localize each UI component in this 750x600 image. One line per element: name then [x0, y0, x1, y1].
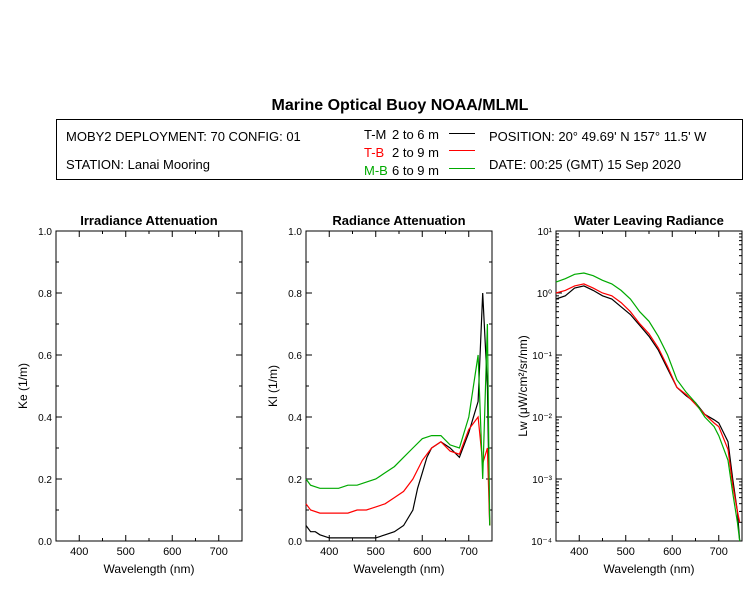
y-axis-label: Kl (1/m)	[266, 365, 280, 407]
deployment-text: MOBY2 DEPLOYMENT: 70 CONFIG: 01	[66, 129, 301, 144]
y-tick-label: 10¹	[538, 227, 553, 238]
legend-range-tb: 2 to 9 m	[392, 145, 439, 160]
series-line-t-b	[305, 415, 491, 526]
x-tick-label: 400	[320, 546, 338, 558]
chart-title: Radiance Attenuation	[332, 213, 465, 228]
legend-range-mb: 6 to 9 m	[392, 163, 439, 178]
y-tick-label: 0.4	[38, 413, 52, 424]
series-line-t-b	[555, 283, 741, 523]
position-text: POSITION: 20° 49.69' N 157° 11.5' W	[489, 129, 707, 144]
plot-frame	[555, 230, 743, 542]
x-tick-label: 700	[460, 546, 478, 558]
y-tick-label: 0.2	[288, 475, 302, 486]
x-tick-label: 500	[367, 546, 385, 558]
y-tick-label: 0.2	[38, 475, 52, 486]
y-tick-label: 10⁻³	[532, 475, 552, 486]
x-axis-label: Wavelength (nm)	[104, 562, 195, 576]
y-tick-label: 0.0	[38, 537, 52, 548]
y-tick-label: 0.4	[288, 413, 302, 424]
y-tick-label: 0.8	[38, 289, 52, 300]
series-line-m-b	[305, 323, 491, 526]
legend-line-mb	[449, 168, 475, 169]
series-line-t-m	[305, 292, 491, 539]
y-tick-label: 10⁻⁴	[531, 537, 552, 548]
y-axis-label: Lw (μW/cm²/sr/nm)	[516, 335, 530, 437]
info-box: MOBY2 DEPLOYMENT: 70 CONFIG: 01 STATION:…	[56, 119, 743, 180]
x-tick-label: 700	[710, 546, 728, 558]
y-tick-label: 1.0	[288, 227, 302, 238]
x-tick-label: 600	[413, 546, 431, 558]
y-tick-label: 1.0	[38, 227, 52, 238]
legend-range-tm: 2 to 6 m	[392, 127, 439, 142]
chart-title: Irradiance Attenuation	[80, 213, 218, 228]
y-tick-label: 10⁻¹	[532, 351, 552, 362]
y-tick-label: 0.0	[288, 537, 302, 548]
series-line-m-b	[555, 272, 741, 542]
x-axis-label: Wavelength (nm)	[604, 562, 695, 576]
y-axis-label: Ke (1/m)	[16, 363, 30, 409]
x-tick-label: 400	[570, 546, 588, 558]
legend-line-tm	[449, 133, 475, 134]
x-axis-label: Wavelength (nm)	[354, 562, 445, 576]
x-tick-label: 400	[70, 546, 88, 558]
x-tick-label: 600	[163, 546, 181, 558]
station-text: STATION: Lanai Mooring	[66, 157, 211, 172]
y-tick-label: 0.6	[38, 351, 52, 362]
x-tick-label: 700	[210, 546, 228, 558]
legend-label-mb: M-B	[364, 163, 388, 178]
y-tick-label: 10⁻²	[532, 413, 552, 424]
plot-frame	[55, 230, 243, 542]
legend-label-tb: T-B	[364, 145, 385, 160]
x-tick-label: 600	[663, 546, 681, 558]
y-tick-label: 0.6	[288, 351, 302, 362]
y-tick-label: 10⁰	[537, 289, 552, 300]
x-tick-label: 500	[117, 546, 135, 558]
date-text: DATE: 00:25 (GMT) 15 Sep 2020	[489, 157, 681, 172]
legend-line-tb	[449, 150, 475, 151]
x-tick-label: 500	[617, 546, 635, 558]
chart-title: Water Leaving Radiance	[574, 213, 724, 228]
legend-label-tm: T-M	[364, 127, 387, 142]
page-title: Marine Optical Buoy NOAA/MLML	[271, 97, 529, 114]
y-tick-label: 0.8	[288, 289, 302, 300]
series-line-t-m	[555, 285, 741, 542]
